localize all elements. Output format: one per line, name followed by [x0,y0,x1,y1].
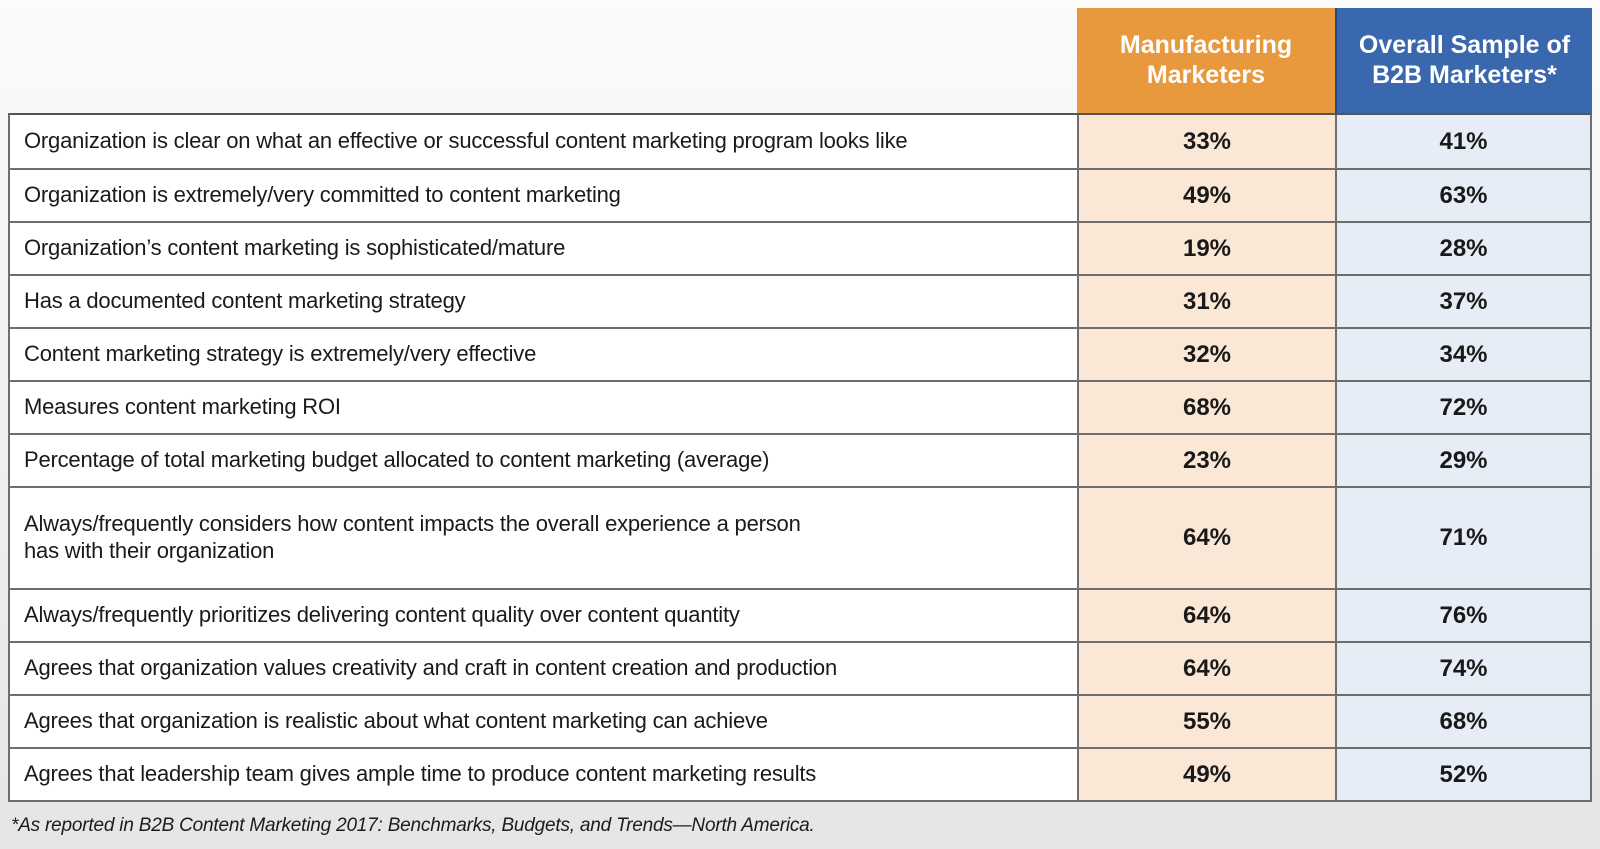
row-label: Percentage of total marketing budget all… [10,435,1077,486]
row-label: Agrees that organization values creativi… [10,643,1077,694]
value-cell-overall: 41% [1335,115,1590,168]
value-cell-manufacturing: 68% [1077,382,1335,433]
value-cell-overall: 28% [1335,223,1590,274]
table-row: Percentage of total marketing budget all… [10,433,1590,486]
comparison-table-body: Organization is clear on what an effecti… [8,113,1592,802]
value-cell-overall: 63% [1335,170,1590,221]
row-label: Always/frequently prioritizes delivering… [10,590,1077,641]
value-cell-manufacturing: 64% [1077,488,1335,588]
table-row: Organization is extremely/very committed… [10,168,1590,221]
row-label: Organization is clear on what an effecti… [10,115,1077,168]
row-label: Organization is extremely/very committed… [10,170,1077,221]
value-cell-overall: 71% [1335,488,1590,588]
value-cell-overall: 29% [1335,435,1590,486]
column-header-manufacturing-marketers: Manufacturing Marketers [1077,8,1335,113]
footnote: *As reported in B2B Content Marketing 20… [11,815,815,836]
value-cell-manufacturing: 31% [1077,276,1335,327]
value-cell-manufacturing: 55% [1077,696,1335,747]
value-cell-overall: 52% [1335,749,1590,800]
table-row: Organization is clear on what an effecti… [10,115,1590,168]
row-label: Agrees that leadership team gives ample … [10,749,1077,800]
value-cell-overall: 37% [1335,276,1590,327]
row-label: Measures content marketing ROI [10,382,1077,433]
table-row: Has a documented content marketing strat… [10,274,1590,327]
value-cell-manufacturing: 32% [1077,329,1335,380]
row-label: Content marketing strategy is extremely/… [10,329,1077,380]
row-label: Agrees that organization is realistic ab… [10,696,1077,747]
value-cell-overall: 72% [1335,382,1590,433]
table-row: Measures content marketing ROI 68% 72% [10,380,1590,433]
value-cell-manufacturing: 33% [1077,115,1335,168]
value-cell-manufacturing: 49% [1077,170,1335,221]
table-row: Organization’s content marketing is soph… [10,221,1590,274]
value-cell-overall: 68% [1335,696,1590,747]
value-cell-manufacturing: 23% [1077,435,1335,486]
table-row: Agrees that organization values creativi… [10,641,1590,694]
value-cell-manufacturing: 49% [1077,749,1335,800]
value-cell-manufacturing: 64% [1077,590,1335,641]
row-label: Always/frequently considers how content … [10,488,1077,588]
row-label: Has a documented content marketing strat… [10,276,1077,327]
value-cell-manufacturing: 19% [1077,223,1335,274]
table-row: Agrees that organization is realistic ab… [10,694,1590,747]
value-cell-manufacturing: 64% [1077,643,1335,694]
row-label: Organization’s content marketing is soph… [10,223,1077,274]
column-header-overall-b2b-marketers: Overall Sample of B2B Marketers* [1335,8,1592,113]
value-cell-overall: 74% [1335,643,1590,694]
table-row: Agrees that leadership team gives ample … [10,747,1590,800]
table-header-row: Manufacturing Marketers Overall Sample o… [8,8,1592,113]
table-row: Content marketing strategy is extremely/… [10,327,1590,380]
table-row: Always/frequently prioritizes delivering… [10,588,1590,641]
table-row: Always/frequently considers how content … [10,486,1590,588]
header-corner-spacer [8,8,1077,113]
value-cell-overall: 34% [1335,329,1590,380]
value-cell-overall: 76% [1335,590,1590,641]
